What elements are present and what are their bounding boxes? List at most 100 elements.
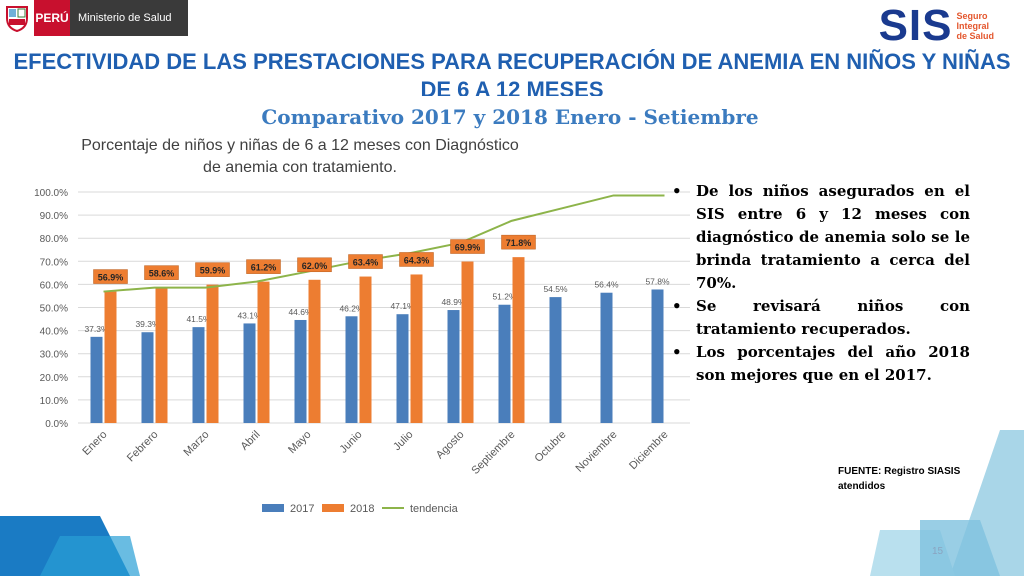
x-tick-label: Diciembre [627, 429, 670, 472]
bar-2018 [308, 279, 321, 423]
x-tick-label: Enero [80, 429, 109, 458]
bar-2017 [141, 332, 154, 423]
y-tick-label: 100.0% [34, 188, 68, 199]
bullet-list: De los niños asegurados en el SIS entre … [668, 180, 970, 387]
bullet-item: Los porcentajes del año 2018 son mejores… [668, 341, 970, 387]
y-tick-label: 20.0% [40, 373, 68, 384]
bar-2017 [651, 289, 664, 423]
y-tick-label: 50.0% [40, 304, 68, 315]
x-tick-label: Mayo [286, 429, 314, 457]
data-label-2017: 37.3% [84, 324, 109, 334]
legend-label: tendencia [410, 503, 459, 515]
x-tick-label: Junio [338, 429, 365, 456]
sis-logo-subtitle: Seguro Integral de Salud [956, 11, 994, 41]
y-tick-label: 0.0% [45, 419, 68, 430]
slide-subtitle: Comparativo 2017 y 2018 Enero - Setiembr… [261, 105, 759, 129]
data-label-2018-box [93, 269, 128, 284]
x-tick-label: Abril [239, 429, 263, 453]
data-label-2018: 64.3% [404, 255, 430, 265]
data-label-2017: 44.6% [288, 307, 313, 317]
legend-swatch [322, 504, 344, 512]
bar-2017 [549, 297, 562, 423]
x-tick-label: Febrero [125, 429, 161, 465]
bar-2017 [345, 316, 358, 423]
sis-logo-sub-line: Integral [956, 21, 989, 31]
trend-line [103, 194, 665, 293]
bullet-item: De los niños asegurados en el SIS entre … [668, 180, 970, 295]
data-label-2018-box [399, 252, 434, 267]
bar-2017 [600, 292, 613, 423]
data-label-2017: 51.2% [492, 292, 517, 302]
bar-2017 [498, 304, 511, 423]
bar-chart: 0.0% 10.0% 20.0% 30.0% 40.0% 50.0% 60.0% 70.0% 8… [34, 188, 690, 515]
data-label-2017: 54.5% [543, 284, 568, 294]
bar-2018 [206, 284, 219, 423]
bar-2018 [104, 291, 117, 423]
bar-2018 [410, 274, 423, 423]
bar-2017 [90, 336, 103, 423]
data-label-2017: 46.2% [339, 303, 364, 313]
country-label: PERÚ [34, 0, 70, 36]
legend-swatch [262, 504, 284, 512]
data-label-2017: 41.5% [186, 314, 211, 324]
chart-title: Porcentaje de niños y niñas de 6 a 12 me… [20, 135, 580, 179]
x-tick-label: Julio [391, 429, 415, 453]
data-label-2017: 43.1% [237, 310, 262, 320]
decorative-shape-right [870, 430, 1024, 576]
y-tick-label: 70.0% [40, 257, 68, 268]
data-label-2018: 56.9% [98, 273, 124, 283]
y-tick-label: 10.0% [40, 396, 68, 407]
data-label-2018: 63.4% [353, 258, 379, 268]
slide-title: EFECTIVIDAD DE LAS PRESTACIONES PARA REC… [13, 49, 1011, 96]
x-tick-label: Marzo [182, 429, 212, 459]
data-label-2018-box [144, 265, 179, 280]
bar-2017 [243, 323, 256, 423]
data-label-2018-box [297, 257, 332, 273]
source-note: FUENTE: Registro SIASIS atendidos [838, 464, 978, 494]
data-label-2018: 58.6% [149, 269, 175, 279]
bar-2018 [359, 276, 372, 423]
bar-2018 [257, 281, 270, 423]
y-tick-label: 90.0% [40, 211, 68, 222]
bar-2018 [512, 257, 525, 423]
data-label-2017: 57.8% [645, 276, 670, 286]
bar-2018 [155, 287, 168, 423]
x-tick-label: Octubre [532, 429, 568, 465]
bar-2017 [294, 319, 307, 423]
data-label-2018-box [246, 259, 281, 274]
data-label-2018: 71.8% [506, 238, 532, 248]
x-tick-label: Septiembre [469, 429, 517, 477]
data-label-2018: 61.2% [251, 263, 277, 273]
legend-label: 2018 [350, 503, 374, 515]
bar-2017 [396, 314, 409, 423]
data-label-2017: 39.3% [135, 319, 160, 329]
coat-of-arms-icon [0, 0, 34, 36]
data-label-2017: 48.9% [441, 297, 466, 307]
sis-logo-sub-line: de Salud [956, 31, 994, 41]
bar-2017 [447, 310, 460, 423]
decorative-shape-left [0, 516, 140, 576]
data-label-2018-box [195, 262, 230, 277]
y-tick-label: 30.0% [40, 350, 68, 361]
data-label-2017: 56.4% [594, 280, 619, 290]
data-label-2017: 47.1% [390, 301, 415, 311]
bar-2018 [461, 261, 474, 423]
source-line: atendidos [838, 481, 886, 492]
x-tick-label: Noviembre [574, 429, 620, 475]
source-line: FUENTE: Registro SIASIS [838, 466, 961, 477]
page-number: 15 [932, 546, 944, 557]
ministry-label: Ministerio de Salud [70, 0, 188, 36]
data-label-2018: 59.9% [200, 266, 226, 276]
sis-logo-sub-line: Seguro [956, 11, 988, 21]
bullet-item: Se revisará niños con tratamiento recupe… [668, 295, 970, 341]
y-tick-label: 60.0% [40, 280, 68, 291]
data-label-2018-box [450, 239, 485, 254]
data-label-2018-box [348, 254, 383, 269]
data-label-2018-box [501, 234, 536, 250]
sis-logo-text: SIS [878, 1, 953, 50]
bar-2017 [192, 327, 205, 423]
data-label-2018: 62.0% [302, 261, 328, 271]
y-tick-label: 80.0% [40, 234, 68, 245]
legend-label: 2017 [290, 503, 314, 515]
data-label-2018: 69.9% [455, 243, 481, 253]
